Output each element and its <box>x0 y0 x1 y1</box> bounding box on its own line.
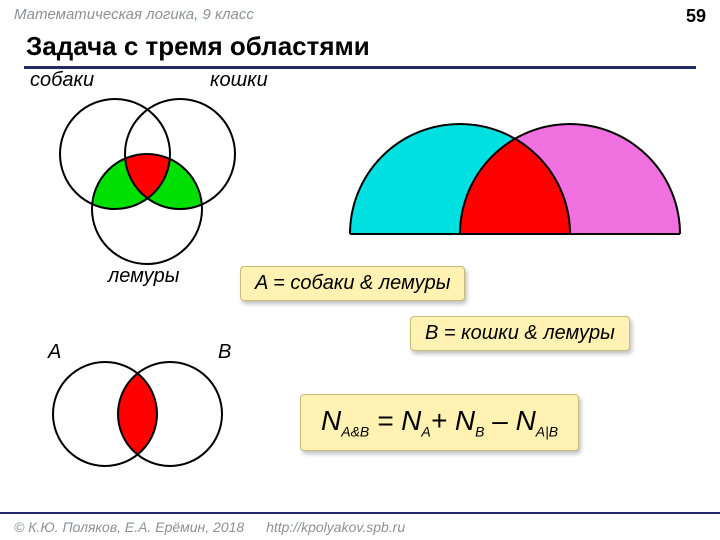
slide-footer: © К.Ю. Поляков, Е.А. Ерёмин, 2018 http:/… <box>0 512 720 540</box>
footer-url[interactable]: http://kpolyakov.spb.ru <box>266 519 405 535</box>
formula-m2: + N <box>431 405 475 436</box>
formula-m1: = N <box>369 405 421 436</box>
content-area: собаки кошки лемуры A = собаки & лемуры … <box>0 69 720 509</box>
slide-header: Математическая логика, 9 класс 59 <box>0 0 720 29</box>
venn3-diagram <box>20 74 280 294</box>
venn3-label-a: собаки <box>30 69 94 92</box>
box-b-eq: B = кошки & лемуры <box>410 316 630 351</box>
box-a-eq: A = собаки & лемуры <box>240 266 465 301</box>
page-title: Задача с тремя областями <box>0 29 720 66</box>
formula-sub2: A <box>421 424 430 440</box>
venn3-label-c: лемуры <box>108 265 180 288</box>
box-formula: NA&B = NA+ NB – NA|B <box>300 394 579 451</box>
formula-sub4: A|B <box>536 424 558 440</box>
venn2-label-a: A <box>48 341 61 364</box>
subject-text: Математическая логика, 9 класс <box>14 6 254 27</box>
formula-m3: – N <box>484 405 535 436</box>
arcs-diagram <box>340 74 700 254</box>
page-number: 59 <box>686 6 706 27</box>
formula-sub1: A&B <box>341 424 369 440</box>
formula-n1: N <box>321 405 341 436</box>
copyright-text: © К.Ю. Поляков, Е.А. Ерёмин, 2018 <box>14 519 244 535</box>
venn2-label-b: B <box>218 341 231 364</box>
venn3-label-b: кошки <box>210 69 268 92</box>
venn2-diagram <box>20 349 260 489</box>
